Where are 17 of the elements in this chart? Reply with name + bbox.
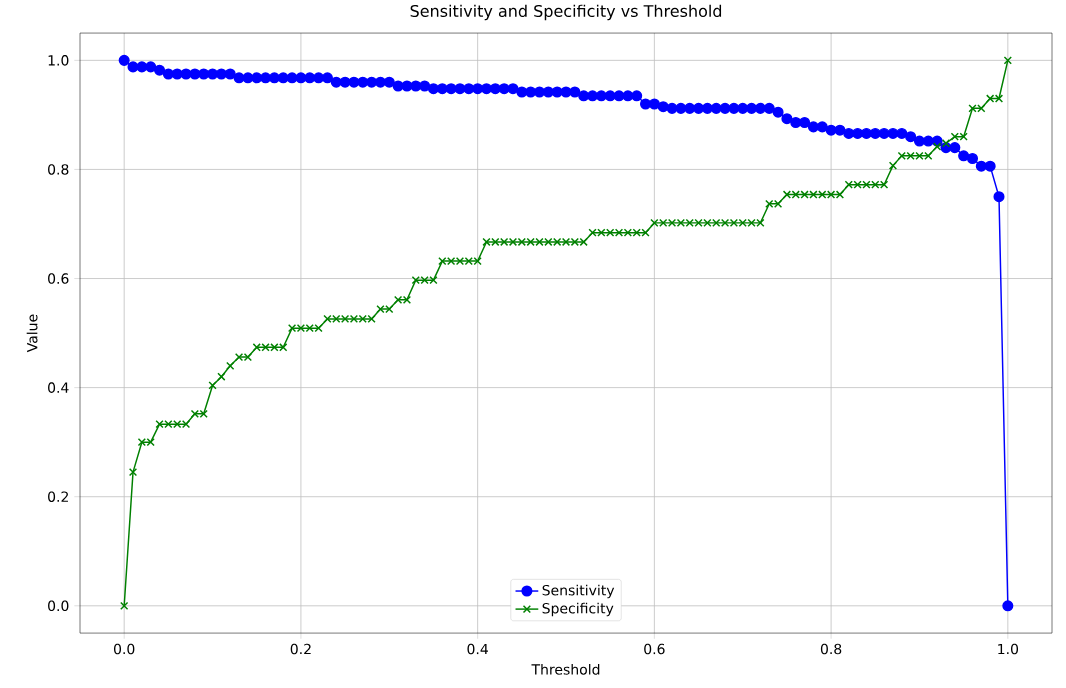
y-tick-label: 0.6	[48, 273, 69, 284]
y-tick-label: 0.4	[48, 382, 69, 393]
x-tick-label: 0.2	[290, 643, 311, 655]
legend-label: Sensitivity	[542, 584, 615, 599]
chart-title: Sensitivity and Specificity vs Threshold	[410, 4, 722, 21]
y-tick-label: 1.0	[48, 55, 69, 66]
y-tick-label: 0.8	[48, 164, 69, 175]
x-axis-title: Threshold	[531, 663, 600, 675]
x-tick-label: 0.4	[467, 643, 488, 655]
x-tick-label: 0.8	[820, 643, 842, 655]
legend-label: Specificity	[542, 602, 614, 617]
y-tick-label: 0.2	[48, 491, 68, 502]
x-tick-label: 0.0	[113, 643, 135, 655]
x-tick-label: 0.6	[644, 643, 665, 655]
y-axis-title: Value	[26, 314, 38, 353]
y-tick-label: 0.0	[48, 600, 69, 612]
x-tick-label: 1.0	[998, 643, 1019, 655]
